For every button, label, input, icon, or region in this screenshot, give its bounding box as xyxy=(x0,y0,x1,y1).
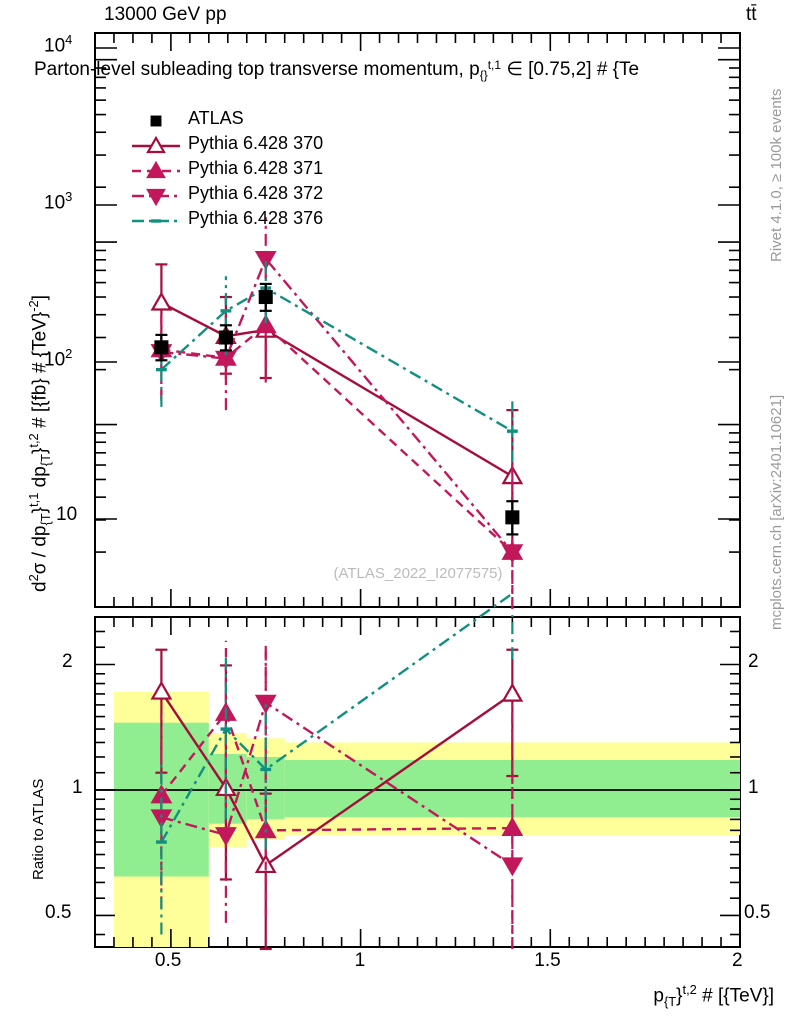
x-tick-label-15: 1.5 xyxy=(534,950,561,971)
ratio-tick-label-05-left: 0.5 xyxy=(45,902,72,924)
ratio-y-ticks xyxy=(95,616,740,936)
plot-title-main: Parton-level subleading top transverse m… xyxy=(34,59,480,80)
ratio-tick-label-1-left: 1 xyxy=(72,776,83,798)
ratio-data-group xyxy=(150,592,524,951)
legend-label-4[interactable]: Pythia 6.428 376 xyxy=(188,208,324,228)
legend-label-2[interactable]: Pythia 6.428 371 xyxy=(188,158,324,178)
y-tick-label-10000: 104 xyxy=(44,32,73,57)
legend-canvas xyxy=(132,115,180,223)
main-data-group xyxy=(150,217,524,609)
ratio-tick-label-05-right: 0.5 xyxy=(744,902,771,924)
ratio-x-ticks xyxy=(94,617,741,947)
beam-energy-label: 13000 GeV pp xyxy=(104,4,227,25)
process-label: tt̄ xyxy=(746,4,757,25)
main-x-ticks xyxy=(94,33,741,607)
analysis-watermark: (ATLAS_2022_I2077575) xyxy=(333,565,502,582)
ratio-uncertainty-bands xyxy=(113,691,740,947)
y-tick-label-1000: 103 xyxy=(44,189,73,214)
x-tick-label-1: 1 xyxy=(354,950,366,971)
legend xyxy=(128,108,458,238)
legend-labels: ATLAS Pythia 6.428 370 Pythia 6.428 371 … xyxy=(188,108,323,233)
legend-label-3[interactable]: Pythia 6.428 372 xyxy=(188,183,324,203)
plot-title-sub: {} xyxy=(479,68,488,82)
y-tick-label-100: 102 xyxy=(44,346,73,371)
x-tick-label-2: 2 xyxy=(732,950,743,971)
plot-title: Parton-level subleading top transverse m… xyxy=(34,58,639,82)
x-axis-label: p{T}t,2 # [{TeV}] xyxy=(653,982,774,1010)
plot-title-tail: ∈ [0.75,2] # {Te xyxy=(501,59,640,80)
x-tick-label-05: 0.5 xyxy=(154,950,182,971)
ratio-tick-label-2-left: 2 xyxy=(62,651,73,673)
legend-label-1[interactable]: Pythia 6.428 370 xyxy=(188,133,324,153)
ratio-tick-label-2-right: 2 xyxy=(748,651,759,673)
legend-label-0[interactable]: ATLAS xyxy=(188,108,244,128)
plot-title-sup: t,1 xyxy=(487,58,502,72)
ratio-tick-label-1-right: 1 xyxy=(748,776,759,798)
y-tick-label-10: 10 xyxy=(56,504,78,525)
